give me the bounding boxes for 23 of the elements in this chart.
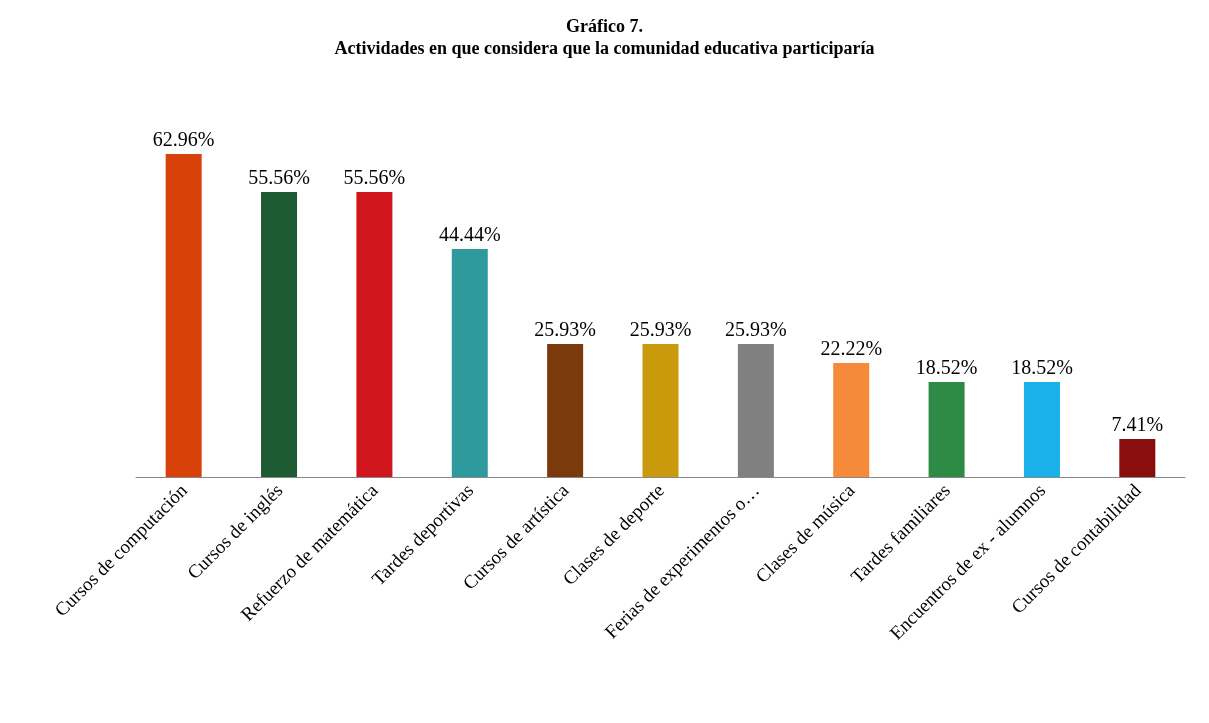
- data-label: 25.93%: [725, 318, 787, 341]
- data-label: 55.56%: [343, 166, 406, 189]
- data-label: 7.41%: [1111, 413, 1164, 435]
- data-label: 18.52%: [915, 356, 978, 379]
- data-label: 62.96%: [152, 128, 215, 151]
- bar: [1119, 439, 1156, 477]
- data-label: 25.93%: [534, 318, 596, 341]
- bar: [356, 192, 393, 477]
- bar: [547, 344, 584, 477]
- bar: [261, 192, 298, 477]
- bar: [833, 363, 870, 477]
- data-label: 44.44%: [438, 223, 501, 246]
- chart-title: Gráfico 7.: [566, 16, 643, 36]
- bar: [451, 249, 488, 477]
- chart-subtitle: Actividades en que considera que la comunidad educativa participaría: [334, 38, 875, 58]
- bar: [165, 154, 202, 477]
- bar: [928, 382, 965, 477]
- data-label: 55.56%: [248, 166, 310, 189]
- data-label: 18.52%: [1011, 356, 1073, 379]
- bar: [642, 344, 679, 477]
- bar: [1023, 382, 1060, 477]
- data-label: 22.22%: [820, 337, 883, 360]
- data-label: 25.93%: [629, 318, 692, 341]
